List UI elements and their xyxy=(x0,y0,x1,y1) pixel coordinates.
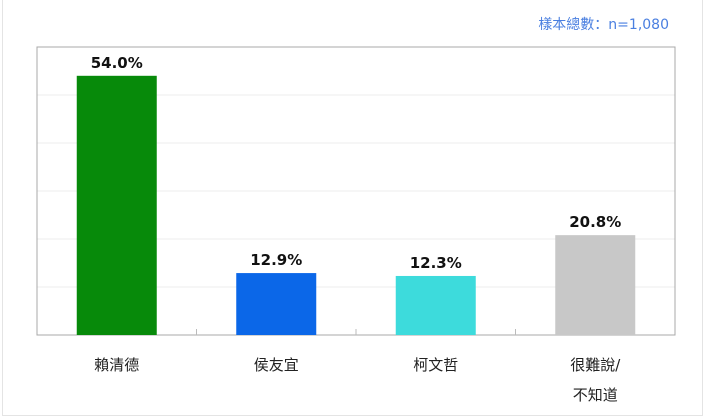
bar xyxy=(395,275,476,335)
sample-size-note: 樣本總數：n=1,080 xyxy=(538,17,669,33)
data-label: 54.0% xyxy=(91,54,143,72)
category-label: 柯文哲 xyxy=(376,350,496,380)
data-label: 20.8% xyxy=(569,213,621,231)
data-label: 12.3% xyxy=(410,254,462,272)
bar xyxy=(555,235,636,335)
bar xyxy=(76,75,157,336)
category-label: 很難說/不知道 xyxy=(535,350,655,410)
chart-frame xyxy=(2,0,703,416)
category-label-line: 侯友宜 xyxy=(253,356,299,374)
category-label-line: 不知道 xyxy=(572,386,618,404)
data-label: 12.9% xyxy=(250,251,302,269)
category-label-line: 柯文哲 xyxy=(413,356,459,374)
category-label-line: 很難說/ xyxy=(570,356,621,374)
category-label-line: 賴清德 xyxy=(94,356,140,374)
category-label: 賴清德 xyxy=(57,350,177,380)
bar xyxy=(236,273,317,335)
category-label: 侯友宜 xyxy=(216,350,336,380)
